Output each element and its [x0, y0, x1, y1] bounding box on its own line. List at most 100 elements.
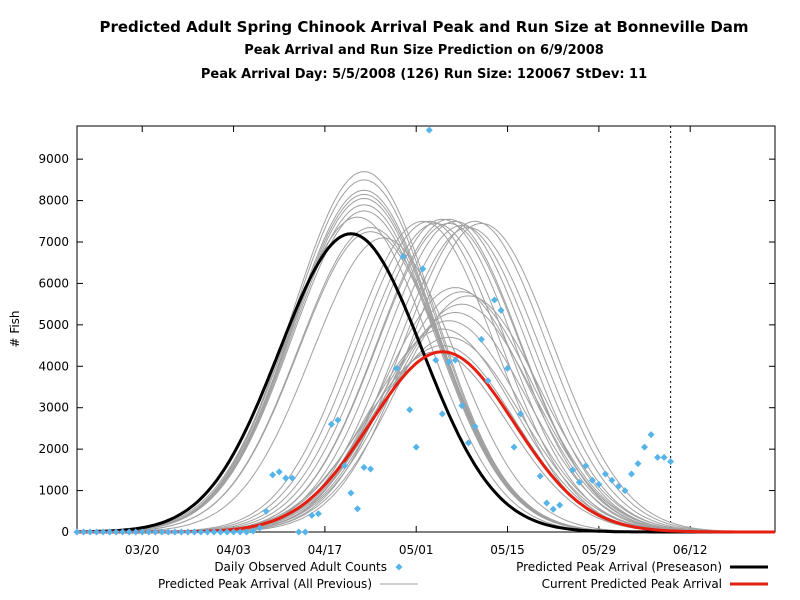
x-tick-label: 05/01	[399, 543, 434, 557]
observed-point	[588, 476, 596, 484]
observed-point	[471, 422, 479, 430]
observed-point	[171, 528, 179, 536]
observed-point	[282, 474, 290, 482]
observed-point	[158, 528, 166, 536]
legend-label-preseason: Predicted Peak Arrival (Preseason)	[516, 560, 722, 574]
observed-point	[327, 420, 335, 428]
observed-point	[595, 480, 603, 488]
preseason-prediction-line	[77, 232, 775, 534]
observed-point	[132, 528, 140, 536]
observed-point	[269, 471, 277, 479]
observed-point	[125, 528, 133, 536]
observed-point	[230, 528, 238, 536]
observed-point	[295, 528, 303, 536]
observed-point	[210, 528, 218, 536]
observed-point	[432, 356, 440, 364]
y-tick-label: 2000	[38, 442, 69, 456]
y-tick-label: 6000	[38, 276, 69, 290]
observed-point	[334, 416, 342, 424]
plot-frame	[76, 125, 776, 533]
observed-point	[477, 335, 485, 343]
chart-subtitle-peak: Peak Arrival Day: 5/5/2008 (126) Run Siz…	[201, 67, 647, 82]
observed-point	[354, 505, 362, 513]
observed-point	[73, 528, 81, 536]
observed-point	[393, 364, 401, 372]
observed-point	[190, 528, 198, 536]
observed-point	[112, 528, 120, 536]
observed-point	[536, 472, 544, 480]
observed-point	[654, 453, 662, 461]
observed-point	[569, 466, 577, 474]
y-tick-label: 3000	[38, 401, 69, 415]
observed-point	[490, 296, 498, 304]
legend-label-observed: Daily Observed Adult Counts	[214, 560, 387, 574]
observed-point	[340, 462, 348, 470]
legend: Daily Observed Adult Counts Predicted Pe…	[158, 560, 768, 591]
observed-point	[458, 402, 466, 410]
y-axis-label: # Fish	[8, 310, 22, 347]
observed-point	[667, 458, 675, 466]
x-tick-label: 06/12	[673, 543, 708, 557]
x-tick-label: 05/29	[582, 543, 617, 557]
y-tick-label: 9000	[38, 152, 69, 166]
observed-point	[236, 528, 244, 536]
observed-point	[582, 462, 590, 470]
observed-point	[556, 501, 564, 509]
legend-label-current: Current Predicted Peak Arrival	[542, 577, 722, 591]
observed-point	[419, 265, 427, 273]
observed-point	[510, 443, 518, 451]
observed-point	[497, 306, 505, 314]
observed-point	[445, 358, 453, 366]
y-tick-label: 8000	[38, 194, 69, 208]
y-tick-label: 7000	[38, 235, 69, 249]
chart-title: Predicted Adult Spring Chinook Arrival P…	[99, 18, 748, 36]
observed-point	[203, 528, 211, 536]
observed-point	[451, 356, 459, 364]
y-tick-label: 5000	[38, 318, 69, 332]
observed-point	[197, 528, 205, 536]
observed-point	[360, 463, 368, 471]
observed-point	[504, 364, 512, 372]
observed-point	[634, 460, 642, 468]
observed-point	[601, 470, 609, 478]
observed-point	[223, 528, 231, 536]
observed-point	[641, 443, 649, 451]
x-tick-label: 04/17	[308, 543, 343, 557]
observed-point	[151, 528, 159, 536]
observed-point	[119, 528, 127, 536]
observed-point	[425, 126, 433, 134]
observed-point	[99, 528, 107, 536]
observed-point	[177, 528, 185, 536]
observed-point	[412, 443, 420, 451]
observed-point	[347, 489, 355, 497]
observed-point	[308, 511, 316, 519]
observed-point	[138, 528, 146, 536]
observed-point	[217, 528, 225, 536]
observed-point	[256, 524, 264, 532]
observed-point	[517, 410, 525, 418]
observed-point	[367, 465, 375, 473]
observed-point	[301, 528, 309, 536]
observed-point	[608, 476, 616, 484]
observed-point	[464, 439, 472, 447]
observed-point	[406, 406, 414, 414]
observed-point	[484, 377, 492, 385]
observed-point	[164, 528, 172, 536]
y-axis: 0 1000 2000 3000 4000 5000 6000 7000 8000 9000	[38, 152, 775, 539]
y-tick-label: 4000	[38, 359, 69, 373]
observed-point	[543, 499, 551, 507]
y-tick-label: 0	[61, 525, 69, 539]
observed-point	[647, 431, 655, 439]
legend-marker-observed	[395, 563, 403, 571]
observed-point	[614, 482, 622, 490]
observed-point	[627, 470, 635, 478]
observed-point	[106, 528, 114, 536]
observed-point	[575, 478, 583, 486]
observed-point	[145, 528, 153, 536]
observed-counts-series	[73, 126, 675, 536]
observed-point	[262, 507, 270, 515]
previous-prediction-line-7	[77, 216, 775, 533]
previous-prediction-line-22	[77, 287, 775, 533]
observed-point	[399, 253, 407, 260]
observed-point	[660, 453, 668, 461]
